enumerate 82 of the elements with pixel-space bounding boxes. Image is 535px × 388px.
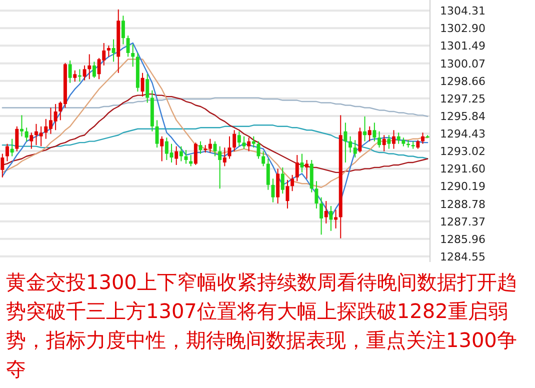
candlestick [271, 178, 275, 203]
y-tick-label: 1294.43 [440, 127, 486, 140]
line-series [2, 58, 428, 188]
candlestick [24, 127, 28, 142]
candlestick [290, 174, 294, 192]
candlestick [382, 134, 386, 152]
candlestick [106, 45, 110, 58]
y-tick-label: 1295.84 [440, 110, 486, 123]
candlestick [68, 60, 72, 84]
candlestick [276, 168, 280, 204]
candlestick [314, 180, 318, 210]
candlestick [421, 132, 424, 144]
y-tick-label: 1293.02 [440, 145, 486, 158]
candlestick [280, 166, 284, 194]
candlestick [0, 153, 4, 178]
candlestick [174, 146, 178, 166]
candlestick [10, 138, 14, 157]
candlestick [353, 140, 357, 158]
candlestick [252, 136, 256, 148]
candlestick [237, 130, 241, 147]
candlestick [372, 122, 376, 142]
candlestick [348, 136, 352, 154]
candlestick [305, 159, 309, 180]
candlestick [300, 153, 304, 173]
y-tick-label: 1300.07 [440, 57, 486, 70]
candlestick [88, 54, 92, 80]
candlestick [320, 196, 324, 236]
candlestick [20, 114, 24, 137]
candlestick [344, 122, 348, 163]
y-tick-label: 1291.60 [440, 162, 486, 176]
candlestick [15, 126, 19, 152]
y-tick-label: 1284.55 [440, 250, 486, 264]
line-series [2, 124, 428, 160]
candlestick [295, 154, 299, 182]
y-tick-label: 1302.90 [440, 22, 486, 36]
candlestick [189, 154, 193, 167]
candlestick [131, 44, 135, 68]
candlestick [358, 127, 362, 154]
candlestick [184, 150, 188, 164]
candlestick [242, 136, 246, 150]
candlestick [286, 179, 290, 210]
candlestick [179, 146, 183, 162]
candlestick [194, 142, 198, 166]
candlestick [324, 200, 328, 224]
y-tick-label: 1297.25 [440, 92, 486, 106]
candlestick [378, 130, 382, 148]
y-tick-label: 1288.78 [440, 198, 486, 211]
candlestick [92, 61, 96, 78]
candlestick [155, 120, 159, 148]
candlestick [121, 15, 125, 45]
line-series [2, 97, 428, 118]
y-tick-label: 1285.96 [440, 232, 486, 246]
candlestick [82, 64, 86, 81]
y-tick-label: 1290.19 [440, 180, 486, 194]
candlestick [368, 126, 372, 142]
candlestick [334, 209, 338, 229]
candlestick [112, 38, 116, 62]
y-tick-label: 1287.37 [440, 215, 486, 228]
candlestick [208, 138, 212, 154]
y-tick-label: 1304.31 [440, 4, 486, 18]
candlestick [392, 130, 396, 150]
candlestick [146, 74, 150, 104]
candlestick [140, 72, 144, 98]
y-tick-label: 1298.66 [440, 74, 486, 88]
candlestick [30, 132, 34, 150]
text: 黄金交投1300上下窄幅收紧持续数周看待晚间数据打开趋势突破千三上方1307位置将有大幅上探跌破1282重启弱势，指标力度中性，期待晚间数据表现，重点关注1300争夺 [6, 269, 518, 383]
candlestick [387, 134, 391, 150]
candlestick [396, 132, 400, 144]
candlestick [266, 158, 270, 190]
candlestick [160, 136, 164, 162]
candlestick [232, 130, 236, 152]
candlestick [247, 137, 251, 152]
candlestick [262, 150, 266, 167]
candlestick [73, 70, 77, 82]
candlestick [218, 146, 222, 190]
y-tick-label: 1301.49 [440, 40, 486, 53]
candlestick [256, 140, 260, 160]
candlestick [329, 206, 333, 232]
candlestick [126, 35, 130, 58]
candlestick [222, 147, 226, 167]
candlestick [363, 116, 367, 142]
candlestick [6, 143, 9, 162]
